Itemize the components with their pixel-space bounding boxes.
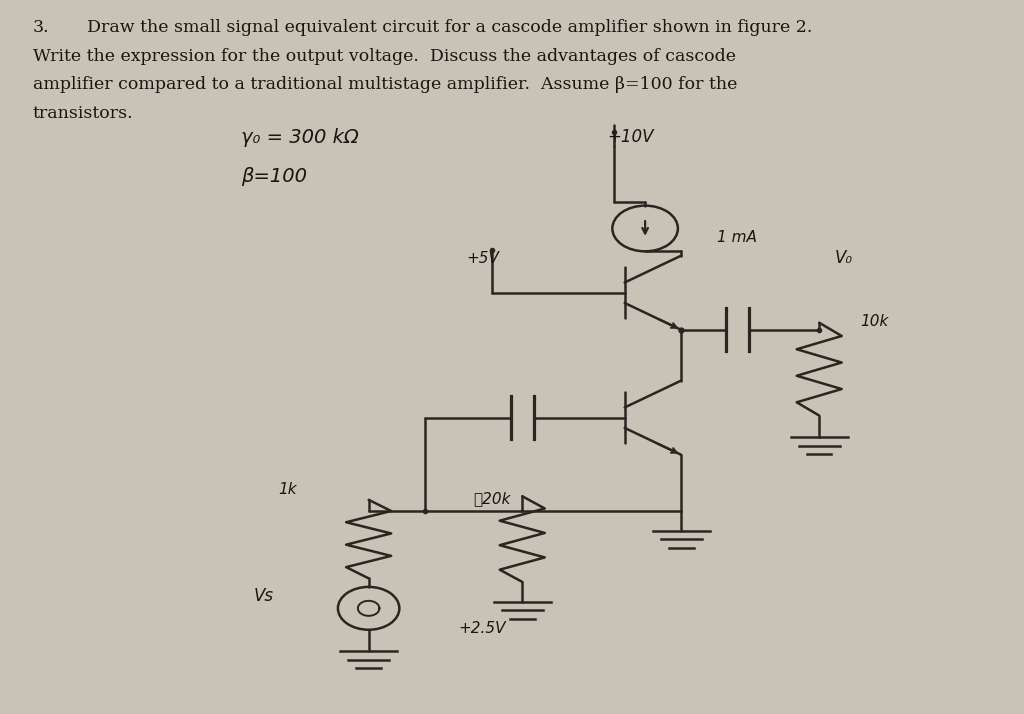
Text: V₀: V₀ [835,249,853,268]
Text: 10k: 10k [860,313,889,329]
Text: transistors.: transistors. [33,105,133,122]
Text: Vs: Vs [254,587,274,605]
Text: Write the expression for the output voltage.  Discuss the advantages of cascode: Write the expression for the output volt… [33,48,736,65]
Text: amplifier compared to a traditional multistage amplifier.  Assume β=100 for the: amplifier compared to a traditional mult… [33,76,737,94]
Text: +5V: +5V [466,251,499,266]
Text: +2.5V: +2.5V [459,620,506,636]
Text: Draw the small signal equivalent circuit for a cascode amplifier shown in figure: Draw the small signal equivalent circuit… [87,19,812,36]
Text: 3.: 3. [33,19,49,36]
Text: β=100: β=100 [241,167,306,186]
Text: ㈂20k: ㈂20k [473,491,511,506]
Text: +10V: +10V [607,128,653,146]
Text: 1k: 1k [279,481,297,497]
Text: 1 mA: 1 mA [717,229,757,245]
Text: γ₀ = 300 kΩ: γ₀ = 300 kΩ [241,128,358,146]
